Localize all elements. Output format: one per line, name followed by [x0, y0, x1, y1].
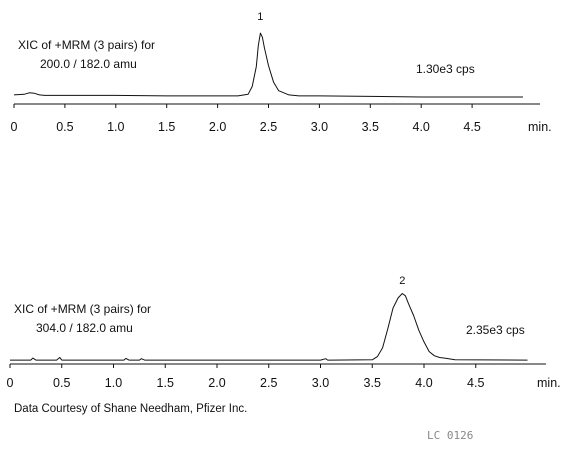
- x-tick-label: 3.5: [364, 376, 381, 390]
- panel-1-peak-labels: 1: [257, 11, 263, 23]
- x-tick-label: 2.5: [260, 376, 277, 390]
- catalog-code: LC 0126: [427, 429, 473, 442]
- panel-1-x-axis-unit: min.: [528, 120, 552, 134]
- chromatogram-panel-2: XIC of +MRM (3 pairs) for 304.0 / 182.0 …: [7, 275, 561, 390]
- panel-1-traces: [13, 32, 523, 98]
- panel-2-x-ticks: 0 0.5 1.0 1.5 2.0 2.5 3.0 3.5 4.0 4.5: [7, 364, 484, 390]
- x-tick-label: 4.5: [463, 120, 480, 134]
- panel-1-title-line2: 200.0 / 182.0 amu: [40, 57, 137, 71]
- panel-2-intensity-label: 2.35e3 cps: [466, 323, 525, 337]
- peak-label: 2: [399, 275, 405, 287]
- panel-2-traces: [10, 293, 528, 361]
- panel-1-intensity-label: 1.30e3 cps: [416, 62, 475, 76]
- x-tick-label: 1.5: [157, 376, 174, 390]
- panel-2-peak-labels: 2: [399, 275, 405, 287]
- x-tick-label: 0.5: [53, 376, 70, 390]
- x-tick-label: 4.0: [415, 376, 432, 390]
- chromatogram-panel-1: XIC of +MRM (3 pairs) for 200.0 / 182.0 …: [11, 11, 552, 134]
- chromatogram-trace: [10, 293, 528, 361]
- panel-1-x-ticks: 0 0.5 1.0 1.5 2.0 2.5 3.0 3.5 4.0 4.5: [11, 104, 481, 134]
- x-tick-label: 3.0: [312, 376, 329, 390]
- panel-2-x-axis-unit: min.: [537, 376, 561, 390]
- x-tick-label: 2.5: [260, 120, 277, 134]
- x-tick-label: 4.5: [467, 376, 484, 390]
- x-tick-label: 3.0: [311, 120, 328, 134]
- x-tick-label: 0: [11, 120, 18, 134]
- x-tick-label: 1.5: [158, 120, 175, 134]
- panel-2-title-line1: XIC of +MRM (3 pairs) for: [14, 302, 151, 316]
- x-tick-label: 1.0: [107, 120, 124, 134]
- x-tick-label: 0: [7, 376, 14, 390]
- x-tick-label: 1.0: [105, 376, 122, 390]
- panel-2-title-line2: 304.0 / 182.0 amu: [36, 321, 133, 335]
- x-tick-label: 2.0: [208, 376, 225, 390]
- chromatogram-trace: [13, 32, 523, 98]
- x-tick-label: 2.0: [209, 120, 226, 134]
- x-tick-label: 0.5: [56, 120, 73, 134]
- x-tick-label: 4.0: [413, 120, 430, 134]
- panel-1-title-line1: XIC of +MRM (3 pairs) for: [18, 38, 155, 52]
- x-tick-label: 3.5: [362, 120, 379, 134]
- peak-label: 1: [257, 11, 263, 23]
- data-credit: Data Courtesy of Shane Needham, Pfizer I…: [14, 403, 247, 415]
